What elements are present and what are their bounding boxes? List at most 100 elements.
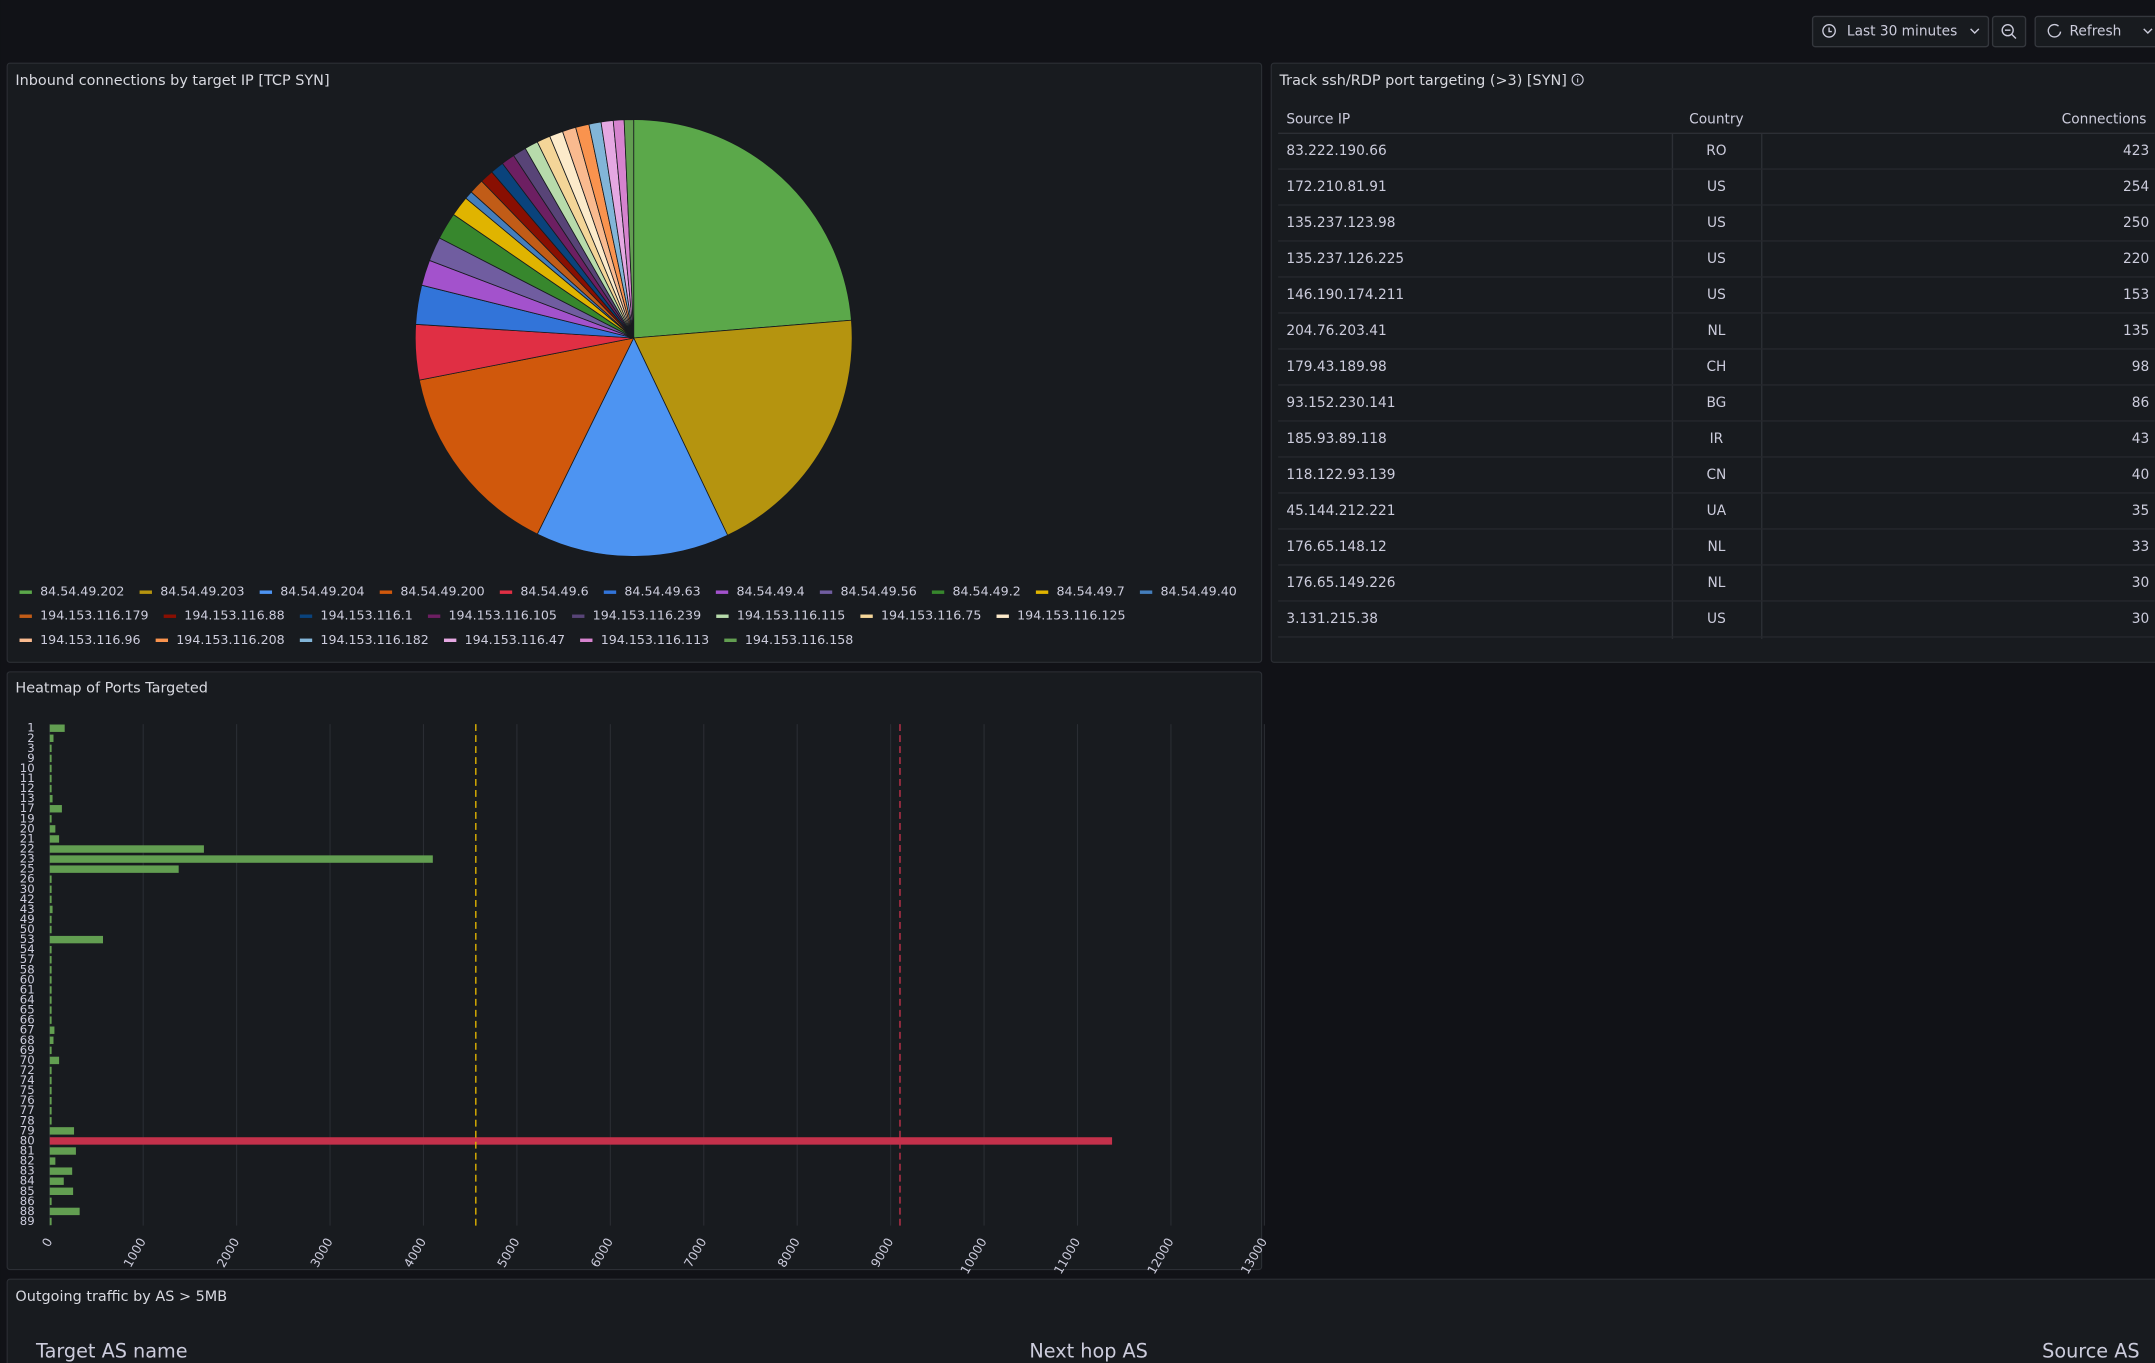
- y-tick-label: 1: [27, 721, 34, 735]
- bar: [49, 865, 179, 873]
- y-tick-label: 86: [20, 1194, 35, 1208]
- table-cell: NL: [1707, 575, 1725, 591]
- table-cell: NL: [1707, 539, 1725, 555]
- table-cell: US: [1707, 611, 1726, 627]
- bar: [49, 1066, 52, 1075]
- bar: [49, 845, 204, 853]
- table-cell: 176.65.149.226: [1286, 575, 1395, 591]
- y-tick-label: 26: [20, 872, 35, 886]
- column-header[interactable]: Next hop AS: [1029, 1340, 1147, 1363]
- y-tick-label: 75: [20, 1083, 35, 1097]
- legend-label: 84.54.49.200: [400, 584, 484, 599]
- pie-slice: [633, 319, 853, 536]
- bar: [49, 1036, 54, 1044]
- y-tick-label: 67: [20, 1023, 35, 1037]
- column-header[interactable]: Connections: [2062, 112, 2147, 128]
- column-header[interactable]: Target AS name: [35, 1340, 188, 1363]
- y-tick-label: 10: [20, 761, 35, 775]
- table-cell: 220: [2123, 251, 2149, 267]
- info-icon[interactable]: [1571, 73, 1584, 86]
- legend-label: 194.153.116.47: [465, 632, 565, 647]
- y-tick-label: 50: [20, 922, 35, 936]
- bar: [49, 754, 52, 763]
- y-tick-label: 21: [20, 831, 35, 845]
- table-cell: 43: [2132, 431, 2149, 447]
- legend-label: 194.153.116.115: [737, 608, 845, 623]
- y-tick-label: 78: [20, 1113, 35, 1127]
- y-tick-label: 25: [20, 862, 35, 876]
- table-cell: 179.43.189.98: [1286, 359, 1386, 375]
- y-tick-label: 13: [20, 791, 35, 805]
- legend-label: 194.153.116.75: [881, 608, 981, 623]
- legend-label: 194.153.116.105: [449, 608, 557, 623]
- table-panel: [1270, 62, 2155, 663]
- legend-label: 194.153.116.88: [184, 608, 284, 623]
- y-tick-label: 84: [20, 1174, 35, 1188]
- legend-label: 194.153.116.113: [601, 632, 709, 647]
- legend-label: 84.54.49.203: [160, 584, 244, 599]
- table-cell: 135: [2123, 323, 2149, 339]
- legend-label: 84.54.49.6: [520, 584, 588, 599]
- bar: [49, 1107, 52, 1115]
- legend-label: 84.54.49.204: [280, 584, 364, 599]
- bar: [49, 744, 52, 753]
- panel-title: Heatmap of Ports Targeted: [15, 680, 207, 696]
- legend-label: 194.153.116.179: [40, 608, 148, 623]
- y-tick-label: 66: [20, 1013, 35, 1027]
- chevron: [1970, 28, 1980, 34]
- y-tick-label: 57: [20, 952, 35, 966]
- table-cell: 135.237.123.98: [1286, 215, 1395, 231]
- y-tick-label: 17: [20, 801, 35, 815]
- y-tick-label: 60: [20, 972, 35, 986]
- table-cell: 40: [2132, 467, 2149, 483]
- panel-title: Outgoing traffic by AS > 5MB: [15, 1289, 227, 1305]
- legend-label: 194.153.116.208: [176, 632, 284, 647]
- y-tick-label: 3: [27, 741, 34, 755]
- y-tick-label: 65: [20, 1003, 35, 1017]
- zoom-out-button[interactable]: [1991, 15, 2027, 48]
- bar: [49, 875, 52, 883]
- legend-label: 194.153.116.158: [745, 632, 853, 647]
- bar: [49, 805, 62, 813]
- y-tick-label: 88: [20, 1204, 35, 1218]
- pie-slice: [418, 337, 635, 535]
- y-tick-label: 85: [20, 1184, 35, 1198]
- table-cell: 93.152.230.141: [1286, 395, 1395, 411]
- bar: [49, 895, 52, 904]
- bar: [49, 764, 52, 773]
- table-cell: US: [1707, 215, 1726, 231]
- y-tick-label: 2: [27, 731, 34, 745]
- y-tick-label: 69: [20, 1043, 35, 1057]
- table-cell: CH: [1706, 359, 1726, 375]
- table-cell: 153: [2123, 287, 2149, 303]
- time-picker[interactable]: [1811, 15, 1990, 48]
- table-cell: 135.237.126.225: [1286, 251, 1404, 267]
- y-tick-label: 68: [20, 1033, 35, 1047]
- table-cell: 98: [2132, 359, 2149, 375]
- table-cell: 35: [2132, 503, 2149, 519]
- bar: [49, 1026, 55, 1034]
- y-tick-label: 81: [20, 1144, 35, 1158]
- refresh-button[interactable]: [2034, 15, 2155, 48]
- column-header[interactable]: Source IP: [1286, 112, 1350, 128]
- table-cell: NL: [1707, 323, 1725, 339]
- bar: [49, 885, 52, 893]
- y-tick-label: 89: [20, 1214, 35, 1228]
- bar: [49, 1127, 75, 1135]
- bar: [49, 1167, 73, 1175]
- bar: [49, 835, 60, 843]
- y-tick-label: 79: [20, 1123, 35, 1137]
- legend-label: 84.54.49.4: [736, 584, 804, 599]
- time-range[interactable]: Last 30 minutes: [1847, 24, 1957, 40]
- chevron: [2143, 28, 2153, 34]
- column-header[interactable]: Source AS: [2042, 1340, 2139, 1363]
- bar: [49, 1006, 52, 1014]
- traffic-panel: [6, 1278, 2155, 1363]
- refresh-label[interactable]: Refresh: [2070, 24, 2122, 40]
- bar: [49, 915, 52, 924]
- y-tick-label: 42: [20, 892, 35, 906]
- table-cell: 176.65.148.12: [1286, 539, 1386, 555]
- legend-label: 194.153.116.182: [320, 632, 428, 647]
- column-header[interactable]: Country: [1689, 112, 1743, 128]
